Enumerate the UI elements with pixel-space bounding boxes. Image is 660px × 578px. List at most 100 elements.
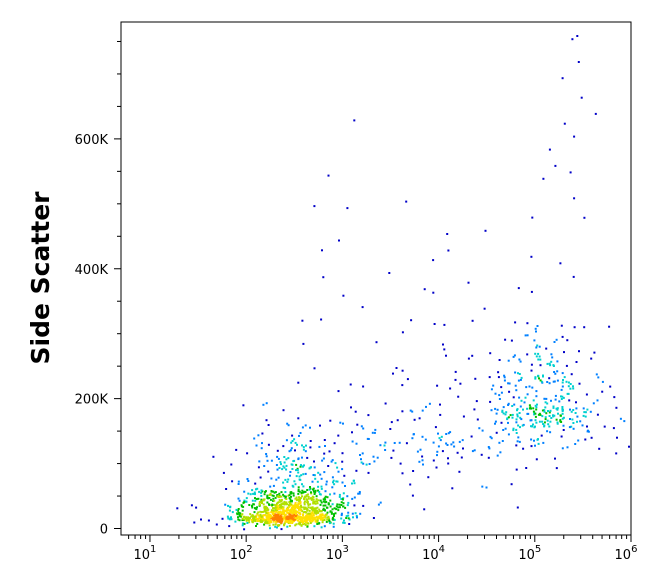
data-point [559, 262, 562, 265]
data-point [577, 61, 580, 63]
data-point [245, 497, 248, 500]
data-point [251, 489, 254, 492]
data-point [562, 396, 565, 399]
data-point [569, 408, 571, 411]
data-point [503, 374, 506, 377]
data-point [534, 327, 537, 330]
data-point [367, 414, 370, 417]
data-point [320, 477, 323, 480]
data-point [347, 501, 350, 504]
x-tick-exponent: 1 [150, 544, 156, 555]
data-point [299, 497, 302, 500]
data-point [300, 524, 303, 527]
data-point [560, 388, 563, 391]
data-point [544, 418, 547, 421]
data-point [366, 437, 369, 440]
data-point [303, 490, 306, 493]
data-point [287, 516, 290, 519]
data-point [250, 515, 253, 518]
data-point [298, 499, 301, 502]
data-point [288, 509, 291, 512]
data-point [405, 442, 408, 445]
data-point [276, 524, 279, 527]
data-point [281, 510, 284, 513]
data-point [294, 497, 297, 500]
data-point [277, 515, 280, 518]
data-point [517, 287, 520, 290]
data-point [237, 508, 240, 510]
data-point [241, 509, 244, 512]
data-point [207, 519, 210, 522]
data-point [561, 417, 564, 420]
data-point [590, 436, 593, 439]
data-point [561, 77, 564, 80]
data-point [265, 509, 268, 512]
data-point [280, 506, 283, 509]
data-point [548, 425, 551, 428]
data-point [553, 380, 556, 383]
data-point [297, 505, 300, 508]
data-point [543, 409, 546, 412]
data-point [561, 406, 564, 408]
data-point [228, 525, 231, 528]
data-point [313, 509, 316, 512]
data-point [304, 511, 306, 513]
data-point [269, 493, 272, 496]
data-point [341, 460, 344, 463]
data-point [483, 307, 486, 310]
data-point [284, 478, 287, 481]
data-point [509, 414, 512, 417]
data-point [251, 499, 254, 502]
data-point [256, 487, 259, 490]
data-point [297, 417, 300, 420]
data-point [303, 501, 306, 504]
data-point [332, 479, 335, 482]
data-point [423, 288, 426, 291]
data-point [353, 504, 356, 507]
data-point [282, 493, 285, 496]
data-point [401, 331, 404, 334]
data-point [320, 487, 323, 490]
data-point [497, 376, 500, 379]
data-point [297, 522, 300, 525]
data-point [278, 517, 281, 520]
data-point [289, 474, 291, 477]
data-point [313, 501, 316, 503]
data-point [432, 441, 435, 444]
data-point [458, 470, 461, 473]
data-point [433, 323, 436, 325]
data-point [552, 364, 555, 367]
data-point [309, 440, 312, 442]
data-point [552, 405, 555, 408]
data-point [506, 418, 509, 421]
data-point [586, 425, 588, 428]
data-point [263, 493, 266, 496]
data-point [237, 483, 240, 485]
data-point [287, 424, 290, 427]
data-point [248, 517, 251, 520]
data-point [306, 525, 309, 528]
data-point [533, 413, 536, 416]
data-point [290, 447, 293, 450]
data-point [538, 345, 541, 348]
data-point [379, 444, 382, 447]
data-point [291, 434, 294, 437]
data-point [304, 521, 307, 524]
data-point [569, 418, 571, 420]
data-point [488, 447, 491, 450]
data-point [294, 515, 297, 518]
data-point [289, 502, 292, 505]
data-point [500, 391, 503, 394]
data-point [439, 413, 442, 416]
data-point [541, 420, 544, 423]
data-point [321, 459, 324, 462]
data-point [327, 503, 330, 506]
data-point [535, 355, 538, 358]
data-point [537, 352, 540, 355]
data-point [323, 514, 326, 517]
data-point [262, 510, 265, 513]
data-point [304, 472, 307, 475]
data-point [438, 437, 441, 440]
data-point [282, 486, 285, 489]
data-point [303, 496, 306, 499]
